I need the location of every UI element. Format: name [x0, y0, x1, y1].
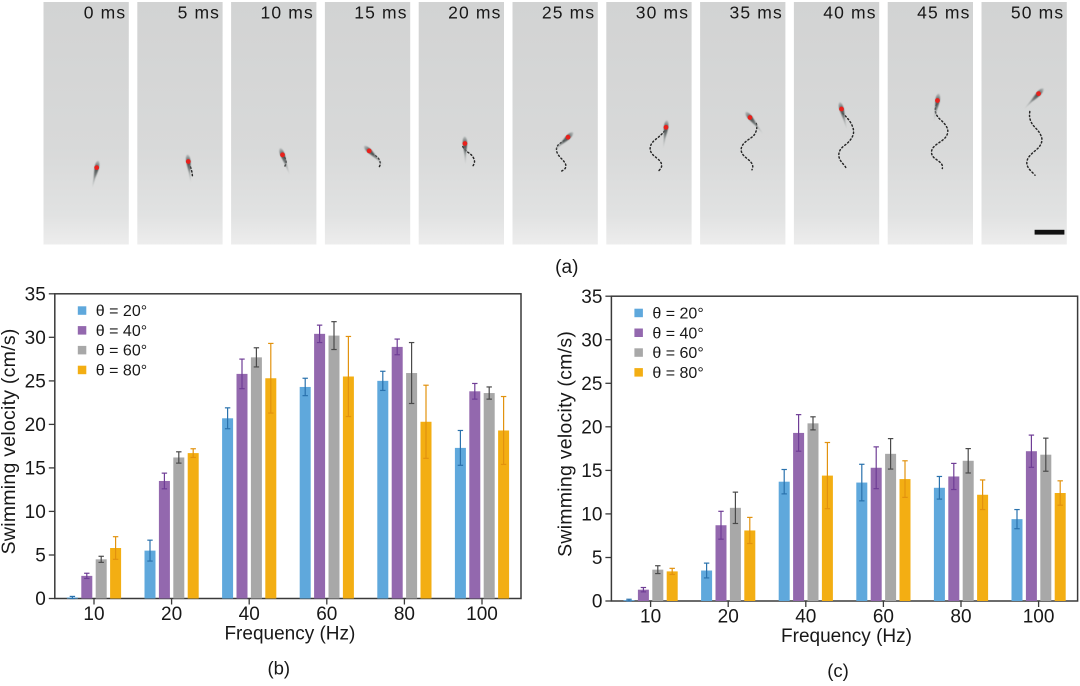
svg-text:30: 30 — [25, 328, 46, 349]
svg-text:θ = 60°: θ = 60° — [652, 345, 703, 362]
svg-text:20 ms: 20 ms — [448, 3, 501, 23]
svg-text:10: 10 — [581, 505, 602, 526]
svg-text:(a): (a) — [555, 257, 578, 278]
svg-text:20: 20 — [718, 607, 739, 628]
svg-text:100: 100 — [466, 604, 498, 625]
svg-text:5: 5 — [592, 548, 603, 569]
svg-text:0: 0 — [592, 592, 603, 613]
svg-text:Swimming velocity (cm/s): Swimming velocity (cm/s) — [0, 328, 20, 554]
svg-text:60: 60 — [873, 607, 894, 628]
svg-text:θ = 60°: θ = 60° — [96, 343, 147, 360]
svg-text:50 ms: 50 ms — [1011, 3, 1064, 23]
svg-text:10: 10 — [25, 502, 46, 523]
svg-text:10 ms: 10 ms — [260, 3, 313, 23]
svg-text:Frequency (Hz): Frequency (Hz) — [224, 624, 355, 645]
svg-text:80: 80 — [394, 604, 415, 625]
svg-text:35: 35 — [25, 284, 46, 305]
svg-text:θ = 40°: θ = 40° — [96, 323, 147, 340]
svg-text:35: 35 — [581, 287, 602, 308]
svg-text:25 ms: 25 ms — [542, 3, 595, 23]
svg-text:5 ms: 5 ms — [178, 3, 221, 23]
svg-text:40: 40 — [239, 604, 260, 625]
svg-text:0 ms: 0 ms — [84, 3, 127, 23]
svg-text:15: 15 — [25, 459, 46, 480]
svg-text:35 ms: 35 ms — [729, 3, 782, 23]
svg-text:(b): (b) — [267, 658, 290, 679]
svg-text:30: 30 — [581, 330, 602, 351]
svg-text:10: 10 — [83, 604, 104, 625]
svg-text:θ = 80°: θ = 80° — [652, 365, 703, 382]
svg-text:5: 5 — [35, 546, 46, 567]
svg-text:θ = 20°: θ = 20° — [652, 306, 703, 323]
svg-text:0: 0 — [35, 589, 46, 610]
svg-text:Frequency (Hz): Frequency (Hz) — [781, 626, 912, 647]
svg-text:15: 15 — [581, 461, 602, 482]
svg-text:Swimming velocity (cm/s): Swimming velocity (cm/s) — [554, 331, 576, 557]
svg-text:60: 60 — [316, 604, 337, 625]
svg-text:40 ms: 40 ms — [823, 3, 876, 23]
svg-text:10: 10 — [640, 607, 661, 628]
svg-text:25: 25 — [581, 374, 602, 395]
svg-text:15 ms: 15 ms — [354, 3, 407, 23]
svg-text:30 ms: 30 ms — [636, 3, 689, 23]
svg-text:45 ms: 45 ms — [917, 3, 970, 23]
svg-text:(c): (c) — [827, 660, 849, 681]
svg-text:20: 20 — [581, 417, 602, 438]
svg-text:θ = 80°: θ = 80° — [96, 363, 147, 380]
svg-text:θ = 40°: θ = 40° — [652, 325, 703, 342]
svg-text:40: 40 — [795, 607, 816, 628]
svg-text:20: 20 — [161, 604, 182, 625]
svg-text:80: 80 — [950, 607, 971, 628]
svg-text:25: 25 — [25, 372, 46, 393]
svg-text:20: 20 — [25, 415, 46, 436]
svg-text:100: 100 — [1023, 607, 1055, 628]
svg-text:θ = 20°: θ = 20° — [96, 303, 147, 320]
